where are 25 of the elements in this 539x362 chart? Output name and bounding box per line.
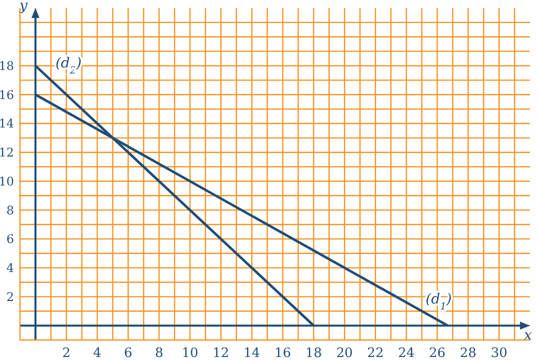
x-tick-label: 20 (336, 346, 353, 362)
x-tick-label: 30 (490, 346, 508, 362)
x-tick-label: 26 (429, 346, 446, 362)
x-tick-label: 8 (154, 346, 164, 362)
x-tick-label: 16 (274, 346, 291, 362)
y-tick-label: 2 (6, 290, 14, 304)
x-tick-label: 12 (212, 346, 230, 362)
x-tick-label: 10 (182, 346, 198, 362)
x-tick-label: 18 (305, 346, 322, 362)
x-tick-label: 14 (244, 346, 260, 362)
y-tick-label: 8 (6, 203, 14, 218)
x-tick-label: 22 (367, 346, 384, 362)
y-tick-label: 6 (6, 232, 14, 246)
x-tick-label: 24 (398, 346, 415, 362)
x-tick-label: 6 (124, 346, 132, 362)
x-tick-label: 28 (460, 346, 476, 362)
x-axis-title: x (524, 328, 532, 344)
y-tick-label: 14 (0, 116, 14, 131)
y-tick-label: 10 (0, 174, 14, 188)
y-tick-label: 18 (0, 59, 14, 73)
y-tick-label: 12 (0, 146, 14, 160)
x-tick-label: 2 (62, 346, 71, 362)
y-tick-label: 16 (0, 88, 14, 102)
x-tick-label: 4 (93, 346, 102, 362)
y-tick-label: 4 (6, 261, 14, 276)
